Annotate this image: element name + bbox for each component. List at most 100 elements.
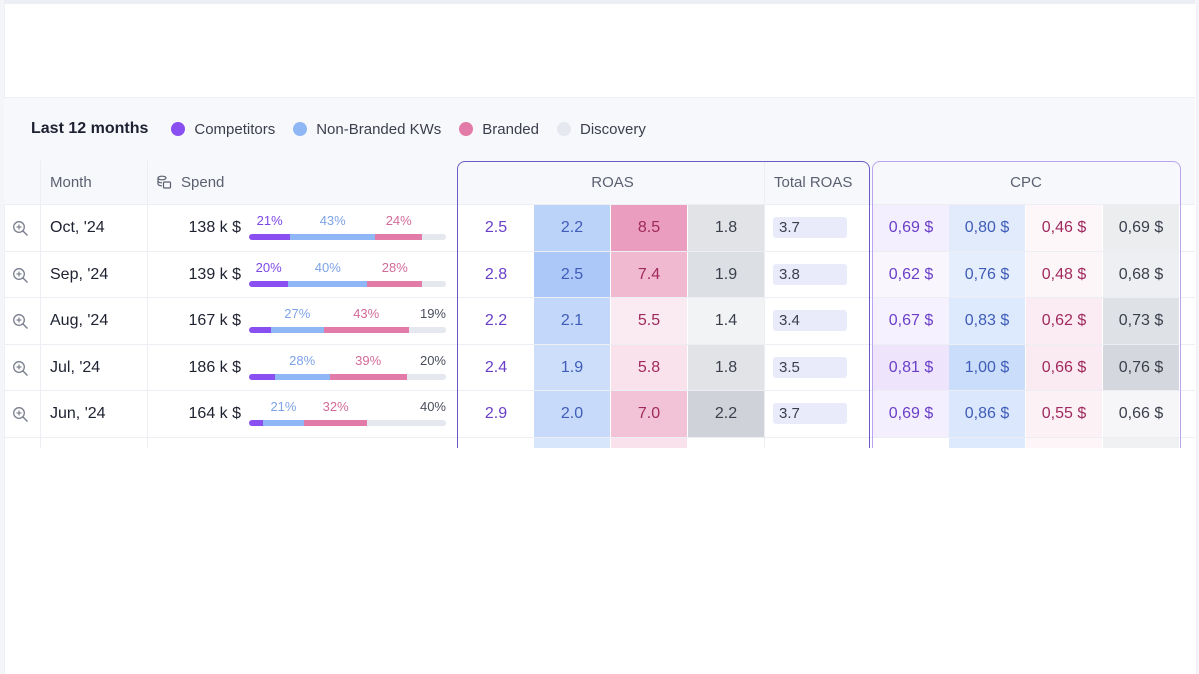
month-cell: Oct, '24 (50, 219, 105, 236)
legend-band (4, 97, 1195, 163)
cpc-cell: 0,66 $ (1103, 391, 1179, 437)
month-cell: Aug, '24 (50, 312, 109, 329)
share-bar-segment (262, 420, 305, 426)
non-branded-dot-icon (293, 122, 308, 136)
zoom-in-icon[interactable] (12, 406, 29, 423)
share-label: 20% (419, 352, 446, 368)
legend-item-competitors[interactable]: Competitors (171, 121, 275, 138)
zoom-in-icon[interactable] (12, 313, 29, 330)
roas-cell: 2.9 (484, 405, 508, 422)
cpc-cell: 0,69 $ (1103, 205, 1179, 251)
month-cell: Sep, '24 (50, 265, 109, 283)
roas-cell: 5.8 (611, 344, 687, 391)
share-label: 28% (289, 352, 316, 368)
metrics-table: Month Spend ROAS Total ROAS CPC Oct, '24… (4, 161, 1195, 448)
spend-share-bar (249, 373, 446, 380)
total-roas-value: 3.7 (773, 403, 847, 424)
share-bar-segment (288, 280, 368, 287)
cpc-cell-partial (1026, 437, 1102, 448)
zoom-in-icon[interactable] (12, 267, 29, 284)
legend-item-discovery[interactable]: Discovery (557, 121, 646, 138)
legend-item-non-branded[interactable]: Non-Branded KWs (293, 121, 441, 138)
share-bar-segment (249, 420, 263, 426)
total-roas-column-header[interactable]: Total ROAS (774, 161, 870, 204)
cpc-cell: 0,66 $ (1026, 344, 1102, 391)
spend-cell: 138 k $ (188, 219, 241, 236)
share-label: 43% (353, 306, 380, 321)
share-bar-segment (249, 373, 275, 380)
legend-item-branded[interactable]: Branded (459, 121, 539, 138)
zoom-in-icon[interactable] (12, 360, 29, 377)
period-title: Last 12 months (31, 120, 149, 137)
legend-label: Discovery (580, 120, 646, 138)
month-column-header[interactable]: Month (50, 161, 150, 204)
spend-cell: 186 k $ (188, 358, 241, 376)
coins-icon (157, 175, 172, 189)
cpc-cell: 0,69 $ (873, 391, 949, 437)
share-bar-segment (290, 234, 376, 240)
share-label: 43% (319, 213, 346, 228)
table-row[interactable]: Sep, '24 139 k $ 20% 40% 28% 2.8 2.5 7.4 1.9 3.8 0… (4, 250, 1195, 298)
share-bar-segment (323, 327, 409, 333)
branded-dot-icon (459, 122, 474, 136)
table-row[interactable]: Oct, '24 138 k $ 21% 43% 24% 2.5 2.2 8.5 1.8 3.7 0… (4, 204, 1195, 251)
cpc-cell: 0,86 $ (949, 391, 1025, 437)
roas-header-label: ROAS (591, 174, 634, 191)
cpc-cell: 0,46 $ (1026, 205, 1102, 251)
share-bar-segment (270, 327, 324, 333)
total-roas-value: 3.7 (773, 217, 847, 238)
total-roas-value: 3.4 (773, 310, 847, 331)
spend-header-label: Spend (181, 174, 225, 191)
spend-share-bar (249, 234, 446, 240)
table-row[interactable]: Jul, '24 186 k $ 28% 39% 20% 2.4 1.9 5.8 1.8 3.5 0… (4, 343, 1195, 391)
competitors-dot-icon (171, 122, 186, 136)
cpc-cell: 0,83 $ (949, 298, 1025, 344)
cpc-cell: 0,73 $ (1103, 298, 1179, 344)
roas-cell: 1.8 (688, 205, 764, 251)
roas-cell: 2.2 (534, 205, 610, 251)
cpc-header-label: CPC (1010, 174, 1042, 191)
table-row[interactable]: Aug, '24 167 k $ 27% 43% 19% 2.2 2.1 5.5 1.4 3.4 0… (4, 297, 1195, 344)
roas-cell: 2.5 (484, 219, 508, 236)
roas-cell-partial (534, 437, 610, 448)
cpc-cell: 1,00 $ (949, 344, 1025, 391)
roas-cell: 2.5 (534, 251, 610, 298)
roas-column-header[interactable]: ROAS (458, 161, 767, 204)
roas-cell: 5.5 (611, 298, 687, 344)
roas-cell: 1.4 (688, 298, 764, 344)
share-bar-segment (249, 327, 271, 333)
share-bar-segment (375, 234, 423, 240)
top-band (4, 0, 1195, 4)
legend-label: Non-Branded KWs (316, 120, 442, 138)
share-label: 27% (284, 306, 311, 321)
month-cell: Jul, '24 (50, 358, 101, 376)
cpc-cell: 0,48 $ (1026, 251, 1102, 298)
share-bar-segment (249, 280, 289, 287)
divider (147, 161, 148, 448)
share-bar-segment (329, 373, 407, 380)
cpc-cell: 0,68 $ (1103, 251, 1179, 298)
cpc-cell: 0,55 $ (1026, 391, 1102, 437)
cpc-column-header[interactable]: CPC (873, 161, 1179, 204)
share-label: 28% (381, 259, 408, 275)
roas-cell: 2.8 (484, 265, 508, 283)
share-label: 40% (419, 399, 446, 414)
share-bar-segment (406, 373, 446, 380)
total-roas-value: 3.5 (773, 356, 847, 378)
spend-share-bar (249, 280, 446, 287)
total-roas-value: 3.8 (773, 263, 847, 285)
table-row[interactable]: Jun, '24 164 k $ 21% 32% 40% 2.9 2.0 7.0 2.2 3.7 0… (4, 390, 1195, 437)
divider (40, 161, 41, 448)
share-bar-segment (367, 280, 423, 287)
cpc-cell: 0,69 $ (873, 205, 949, 251)
zoom-in-icon[interactable] (12, 220, 29, 237)
spend-column-header[interactable]: Spend (157, 161, 277, 204)
cpc-cell: 0,62 $ (1026, 298, 1102, 344)
share-bar-segment (249, 234, 291, 240)
cpc-cell: 0,81 $ (873, 344, 949, 391)
month-header-label: Month (50, 174, 92, 191)
cpc-cell: 0,76 $ (1103, 344, 1179, 391)
roas-cell: 1.8 (688, 344, 764, 391)
cpc-cell: 0,67 $ (873, 298, 949, 344)
roas-cell: 1.9 (688, 251, 764, 298)
